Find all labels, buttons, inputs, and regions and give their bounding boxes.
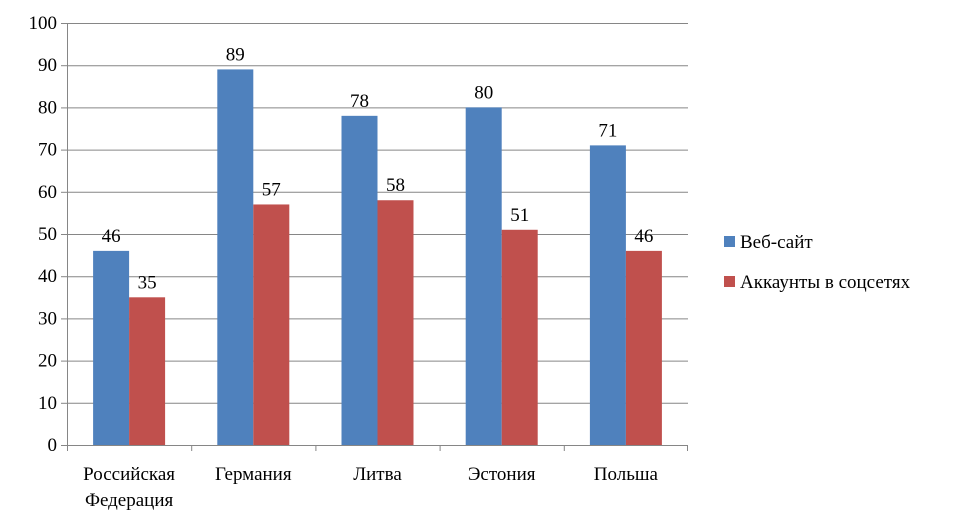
y-tick-label-90: 90 — [38, 55, 57, 76]
data-label-website-0: 46 — [102, 226, 121, 247]
legend-label-website: Веб-сайт — [740, 232, 813, 253]
data-label-social-1: 57 — [262, 179, 281, 200]
bar-social-2 — [377, 200, 414, 445]
data-label-website-3: 80 — [474, 82, 493, 103]
y-tick-label-20: 20 — [38, 351, 57, 372]
x-category-label-2: Литва — [353, 464, 402, 485]
y-tick-label-60: 60 — [38, 182, 57, 203]
y-tick-label-0: 0 — [48, 435, 58, 456]
y-tick-label-30: 30 — [38, 308, 57, 329]
data-label-social-2: 58 — [386, 175, 405, 196]
data-label-social-0: 35 — [138, 272, 157, 293]
y-tick-label-70: 70 — [38, 140, 57, 161]
bar-social-1 — [253, 204, 290, 445]
y-tick-label-100: 100 — [29, 13, 58, 34]
y-tick-label-40: 40 — [38, 266, 57, 287]
bar-social-0 — [129, 297, 166, 445]
x-category-label-0: Российская Федерация — [83, 464, 175, 511]
y-tick-label-80: 80 — [38, 97, 57, 118]
bar-website-1 — [217, 69, 254, 446]
legend-label-social: Аккаунты в соцсетях — [740, 272, 911, 293]
bar-website-3 — [465, 107, 502, 446]
x-category-label-4: Польша — [594, 464, 659, 485]
data-label-social-4: 46 — [634, 226, 653, 247]
data-label-website-1: 89 — [226, 44, 245, 65]
bar-social-4 — [625, 250, 662, 445]
y-tick-label-50: 50 — [38, 224, 57, 245]
bar-website-4 — [589, 145, 626, 445]
x-category-label-3: Эстония — [468, 464, 536, 485]
bar-website-0 — [93, 250, 130, 445]
data-label-website-4: 71 — [598, 120, 617, 141]
legend-swatch-social — [724, 276, 735, 287]
y-tick-label-10: 10 — [38, 393, 57, 414]
data-label-social-3: 51 — [510, 205, 529, 226]
bar-website-2 — [341, 115, 378, 445]
legend-swatch-website — [724, 236, 735, 247]
data-label-website-2: 78 — [350, 91, 369, 112]
bar-social-3 — [501, 229, 538, 445]
x-category-label-1: Германия — [215, 464, 292, 485]
